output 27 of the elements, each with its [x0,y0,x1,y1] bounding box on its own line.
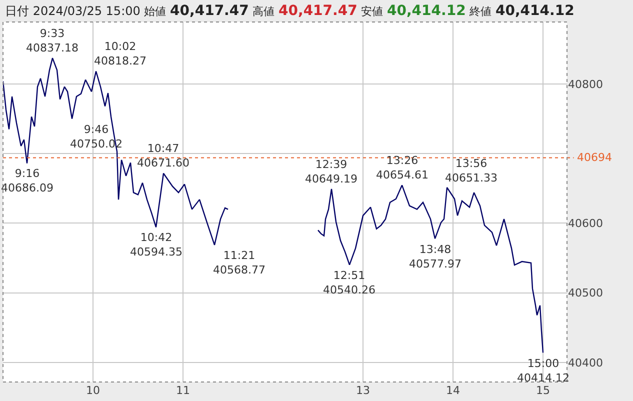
annotation: 13:26 40654.61 [376,154,428,182]
text: 終値 40,414.12 [468,3,574,19]
x-tick-label: 14 [446,384,460,397]
text: 高値 40,417.47 [252,3,358,19]
annotation: 13:48 40577.97 [409,243,462,270]
y-tick-label: 40800 [568,78,603,91]
annotation: 10:47 40671.60 [137,142,190,170]
annotation: 10:02 40818.27 [94,40,146,68]
annotation: 9:33 40837.18 [26,27,78,54]
y-tick-label: 40600 [568,217,603,230]
annotation: 10:42 40594.35 [130,231,182,258]
annotation: 9:16 40686.09 [1,167,54,194]
text: 安値 40,414.12 [361,3,466,19]
annotation: 12:51 40540.26 [323,269,376,296]
y-tick-label: 40400 [568,356,603,370]
text: 始値 40,417.47 [144,3,249,19]
y-tick-label: 40500 [568,286,603,300]
chart-title: 日付 2024/03/25 15:00 [5,4,140,18]
annotation: 15:00 40414.12 [517,357,570,384]
x-tick-label: 10 [86,384,100,397]
x-tick-label: 13 [356,384,370,397]
ref-line-label: 40694 [577,151,612,164]
annotation: 12:39 40649.19 [305,158,358,186]
x-tick-label: 15 [536,384,550,397]
x-tick-label: 11 [176,384,190,397]
annotation: 13:56 40651.33 [445,157,498,184]
annotation: 11:21 40568.77 [213,249,266,276]
